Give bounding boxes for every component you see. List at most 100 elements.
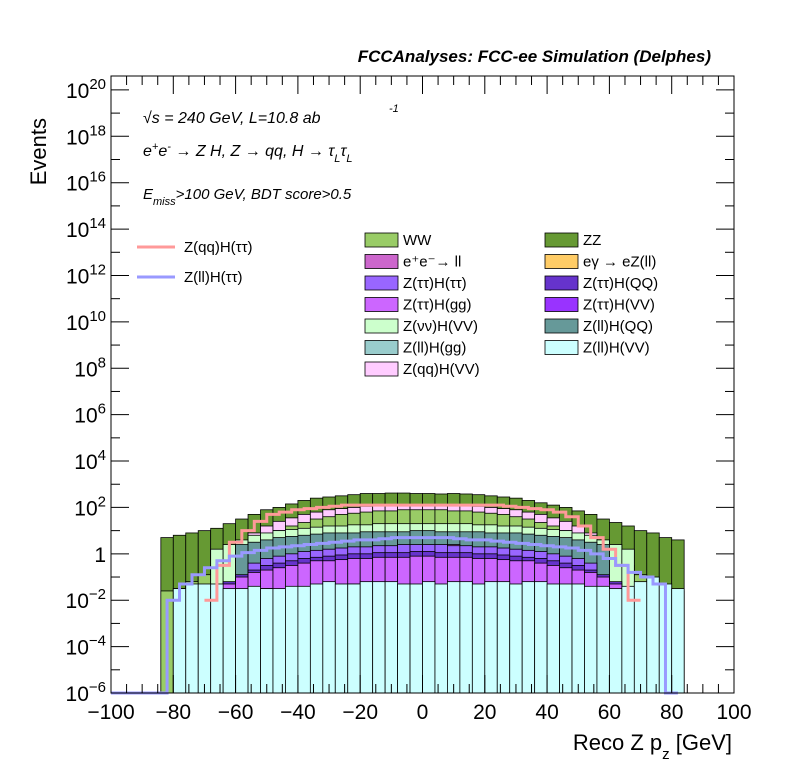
x-axis-label: Reco Z pz [GeV] [573, 730, 732, 763]
x-axis: −100 −80 −60 −40 −20 0 20 40 60 80 100 [87, 76, 752, 724]
stacked-histogram [160, 492, 685, 694]
legend-swatch [364, 275, 399, 291]
legend-label: Z(ττ)H(VV) [583, 297, 655, 314]
bar-z-ll-h-vv- [397, 583, 411, 694]
legend-swatch [544, 297, 579, 312]
bar-z-ll-h-vv- [172, 588, 187, 694]
bar-z-ll-h-vv- [496, 581, 511, 694]
legend-label: ZZ [583, 232, 601, 249]
x-tick-label: −80 [155, 701, 191, 724]
legend-label: WW [403, 232, 432, 249]
bar-z-ll-h-vv- [534, 581, 548, 694]
bar-z-ll-h-vv- [571, 583, 585, 694]
legend-signals: Z(qq)H(ττ) Z(ll)H(ττ) [137, 239, 253, 286]
legend-label: Z(ττ)H(ττ) [403, 275, 467, 292]
bar-z-ll-h-vv- [372, 581, 386, 694]
bar-z-ll-h-vv- [185, 583, 199, 694]
bar-z-ll-h-vv- [434, 583, 448, 694]
signal-histograms [111, 503, 678, 695]
bar-z-ll-h-vv- [447, 581, 461, 694]
bar-z-ll-h-vv- [596, 585, 610, 694]
y-tick-label: 108 [74, 354, 106, 381]
legend-label: e⁺e⁻→ ll [403, 254, 461, 271]
signal-line-z-qq-h- [204, 503, 641, 602]
bar-z-ll-h-vv- [646, 576, 660, 694]
legend-swatch [544, 318, 579, 334]
bar-z-ll-h-vv- [546, 583, 560, 694]
cuts-text: Emiss>100 GeV, BDT score>0.5 [143, 186, 352, 208]
y-tick-label: 1016 [66, 169, 106, 196]
y-tick-label: 1 [94, 544, 106, 567]
y-tick-label: 10−4 [66, 633, 106, 660]
bar-z-ll-h-vv- [297, 585, 311, 694]
legend-swatch [364, 318, 399, 334]
y-tick-label: 1010 [66, 308, 106, 335]
legend-label: Z(qq)H(VV) [403, 361, 480, 378]
x-tick-label: 0 [417, 701, 429, 724]
bar-z-ll-h-vv- [285, 585, 299, 694]
bar-z-ll-h-vv- [621, 585, 635, 694]
bar-z-ll-h-vv- [633, 581, 648, 694]
bar-z-ll-h-vv- [671, 588, 685, 694]
y-tick-label: 10−2 [66, 586, 106, 613]
bar-z-ll-h-vv- [459, 581, 473, 694]
y-tick-label: 10−6 [66, 679, 106, 706]
legend-label: Z(ll)H(gg) [403, 340, 466, 357]
legend-swatch [544, 340, 579, 355]
legend-swatch [364, 297, 399, 312]
legend-label: Z(ττ)H(gg) [403, 297, 472, 314]
annotation-sqrt-s: √s = 240 GeV, L=10.8 ab -1 [143, 103, 399, 127]
legend-label: Z(ττ)H(QQ) [583, 275, 658, 292]
bar-z-ll-h-vv- [334, 583, 349, 694]
y-tick-label: 1020 [66, 76, 106, 103]
legend-swatch [544, 254, 579, 269]
legend-label: Z(ll)H(VV) [583, 340, 650, 357]
legend-swatch [364, 340, 399, 355]
x-tick-label: −20 [342, 701, 378, 724]
bar-z-ll-h-vv- [309, 583, 324, 694]
bar-z-ll-h-vv- [247, 585, 261, 694]
legend-swatch [364, 232, 399, 248]
bar-z-ll-h-vv- [471, 583, 486, 694]
bar-z-ll-h-vv- [347, 583, 361, 694]
process-text: e+e- → Z H, Z → qq, H → τLτL [143, 141, 353, 165]
bar-z-ll-h-vv- [322, 581, 336, 694]
x-tick-label: −60 [218, 701, 254, 724]
legend-label: eγ → eZ(ll) [583, 254, 656, 271]
y-tick-label: 1012 [66, 261, 106, 288]
y-tick-label: 104 [74, 447, 106, 474]
legend-swatch [364, 254, 399, 269]
x-tick-label: −40 [280, 701, 316, 724]
legend-swatch [364, 361, 399, 377]
bar-z-ll-h-vv- [559, 583, 573, 694]
bar-z-ll-h-vv- [409, 583, 423, 694]
y-axis: 10−6 10−4 10−2 1 102 104 106 108 1010 1012 1014 101… [66, 76, 734, 706]
bar-z-ll-h-vv- [260, 588, 274, 694]
y-tick-label: 1018 [66, 122, 106, 149]
bar-z-ll-h-vv- [509, 583, 523, 694]
legend-label: Z(qq)H(ττ) [184, 239, 253, 256]
bar-z-ll-h-vv- [584, 585, 598, 694]
y-tick-label: 1014 [66, 215, 106, 242]
y-tick-label: 106 [74, 401, 106, 428]
y-axis-label: Events [26, 118, 51, 185]
legend-backgrounds: WW e⁺e⁻→ ll Z(ττ)H(ττ) Z(ττ)H(gg) Z(νν)H(VV)… [364, 232, 658, 378]
x-tick-label: 40 [535, 701, 558, 724]
y-tick-label: 102 [74, 493, 106, 520]
legend-swatch [544, 275, 579, 291]
bar-z-ll-h-vv- [222, 588, 236, 694]
signal-line-z-ll-h- [111, 536, 678, 695]
legend-swatch [544, 232, 579, 248]
bar-z-ll-h-vv- [422, 581, 436, 694]
lumi-exponent: -1 [389, 103, 399, 115]
legend-label: Z(νν)H(VV) [403, 318, 478, 335]
energy-lumi-text: √s = 240 GeV, L=10.8 ab [143, 110, 321, 127]
x-tick-label: 20 [473, 701, 496, 724]
x-tick-label: 80 [660, 701, 683, 724]
bar-z-ll-h-vv- [484, 581, 498, 694]
x-tick-label: −100 [87, 701, 134, 724]
bar-z-ll-h-vv- [359, 581, 374, 694]
bar-z-ll-h-vv- [235, 588, 249, 694]
bar-z-ll-h-vv- [521, 581, 536, 694]
